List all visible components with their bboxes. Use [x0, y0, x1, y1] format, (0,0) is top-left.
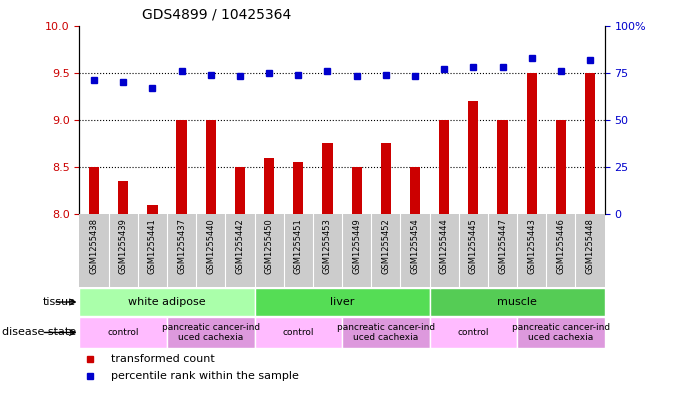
Text: GSM1255444: GSM1255444 [439, 218, 448, 274]
Text: GSM1255446: GSM1255446 [556, 218, 565, 274]
Bar [410, 167, 420, 214]
Bar [352, 167, 361, 214]
Text: GSM1255447: GSM1255447 [498, 218, 507, 274]
Text: control: control [283, 328, 314, 337]
Text: GSM1255440: GSM1255440 [206, 218, 216, 274]
Text: GSM1255449: GSM1255449 [352, 218, 361, 274]
Bar [264, 158, 274, 214]
Text: GSM1255445: GSM1255445 [468, 218, 478, 274]
Bar [381, 143, 391, 214]
Bar [293, 162, 303, 214]
Text: percentile rank within the sample: percentile rank within the sample [111, 371, 299, 380]
Text: liver: liver [330, 297, 354, 307]
Bar [430, 317, 517, 348]
Bar [167, 317, 254, 348]
Bar [468, 101, 478, 214]
Text: GSM1255450: GSM1255450 [265, 218, 274, 274]
Bar [430, 288, 605, 316]
Text: white adipose: white adipose [128, 297, 206, 307]
Bar [556, 120, 566, 214]
Text: pancreatic cancer-ind
uced cachexia: pancreatic cancer-ind uced cachexia [512, 323, 610, 342]
Bar [517, 317, 605, 348]
Bar [206, 120, 216, 214]
Text: GSM1255448: GSM1255448 [585, 218, 594, 274]
Bar [585, 73, 595, 214]
Bar [527, 73, 537, 214]
Bar [235, 167, 245, 214]
Text: GSM1255439: GSM1255439 [119, 218, 128, 274]
Text: GDS4899 / 10425364: GDS4899 / 10425364 [142, 7, 292, 22]
Text: GSM1255438: GSM1255438 [90, 218, 99, 274]
Bar [322, 143, 332, 214]
Text: GSM1255442: GSM1255442 [236, 218, 245, 274]
Text: tissue: tissue [43, 297, 76, 307]
Text: disease state: disease state [2, 327, 76, 338]
Bar [342, 317, 430, 348]
Bar [79, 288, 254, 316]
Bar [89, 167, 99, 214]
Text: control: control [108, 328, 139, 337]
Text: GSM1255453: GSM1255453 [323, 218, 332, 274]
Bar [176, 120, 187, 214]
Text: GSM1255452: GSM1255452 [381, 218, 390, 274]
Text: pancreatic cancer-ind
uced cachexia: pancreatic cancer-ind uced cachexia [337, 323, 435, 342]
Bar [498, 120, 508, 214]
Text: GSM1255443: GSM1255443 [527, 218, 536, 274]
Text: GSM1255437: GSM1255437 [177, 218, 186, 274]
Text: GSM1255441: GSM1255441 [148, 218, 157, 274]
Bar [254, 288, 430, 316]
Text: GSM1255451: GSM1255451 [294, 218, 303, 274]
Text: muscle: muscle [497, 297, 537, 307]
Text: transformed count: transformed count [111, 354, 215, 364]
Bar [79, 317, 167, 348]
Bar [254, 317, 342, 348]
Bar [118, 181, 129, 214]
Bar [147, 205, 158, 214]
Text: control: control [457, 328, 489, 337]
Text: GSM1255454: GSM1255454 [410, 218, 419, 274]
Text: pancreatic cancer-ind
uced cachexia: pancreatic cancer-ind uced cachexia [162, 323, 260, 342]
Bar [439, 120, 449, 214]
